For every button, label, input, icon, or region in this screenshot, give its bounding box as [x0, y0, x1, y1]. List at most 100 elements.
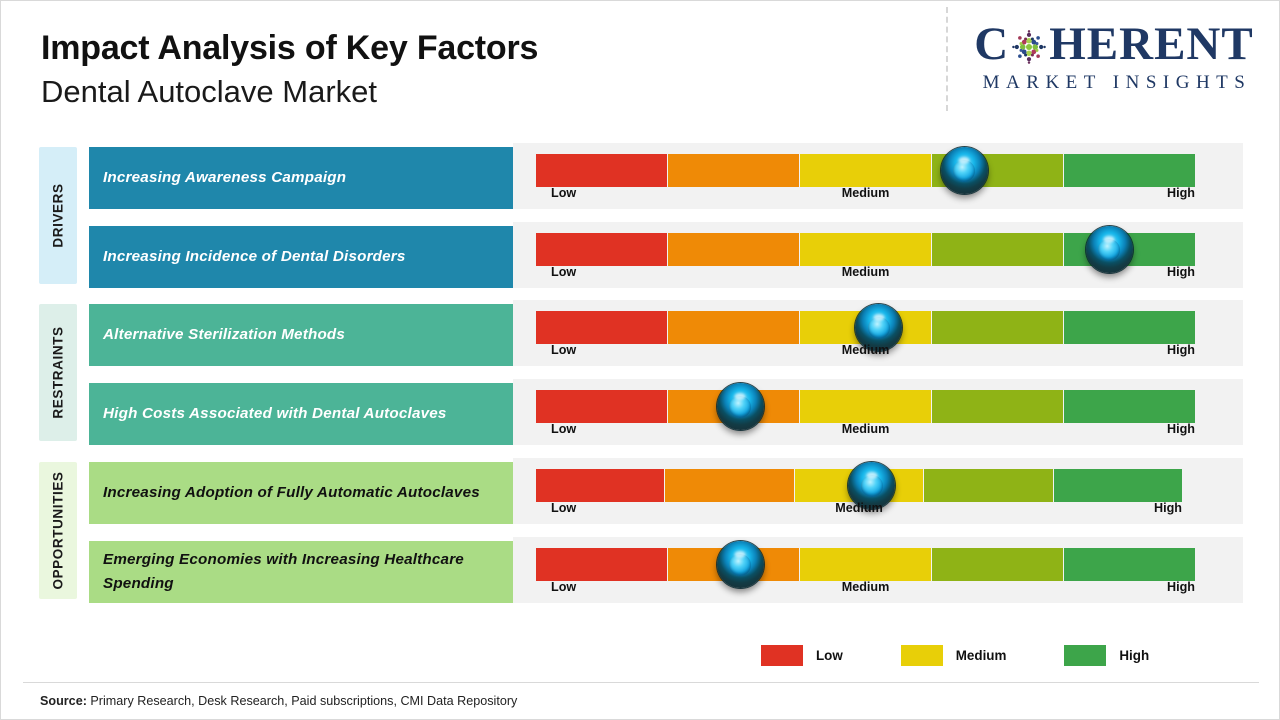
gauge-segment-2: [665, 469, 795, 502]
gauge-tick-labels: Low Medium High: [536, 580, 1195, 596]
impact-gauge: Low Medium High: [513, 458, 1243, 524]
logo-wordmark: C: [964, 21, 1264, 68]
impact-marker[interactable]: [855, 304, 903, 351]
gauge-segment-5: [1053, 469, 1183, 502]
factor-box[interactable]: Increasing Awareness Campaign: [89, 147, 541, 209]
impact-marker[interactable]: [848, 462, 896, 509]
source-note: Source: Primary Research, Desk Research,…: [40, 694, 517, 708]
legend-swatch-medium: [900, 645, 943, 666]
factor-row: Emerging Economies with Increasing Healt…: [39, 537, 1243, 603]
impact-gauge: Low Medium High: [513, 379, 1243, 445]
gauge-segment-1: [536, 390, 668, 423]
gauge-scale: [536, 311, 1195, 344]
gauge-segment-4: [924, 469, 1054, 502]
globe-icon: [1010, 28, 1048, 66]
factor-label: Emerging Economies with Increasing Healt…: [103, 551, 464, 592]
gauge-segment-4: [932, 233, 1064, 266]
gauge-tick-labels: Low Medium High: [536, 422, 1195, 438]
gauge-label-high: High: [1167, 422, 1195, 436]
impact-marker[interactable]: [1085, 226, 1133, 273]
gauge-label-low: Low: [551, 186, 577, 200]
gauge-label-low: Low: [551, 265, 577, 279]
impact-marker[interactable]: [716, 541, 764, 588]
factor-box[interactable]: High Costs Associated with Dental Autocl…: [89, 383, 541, 445]
logo-tagline: MARKET INSIGHTS: [982, 72, 1252, 93]
gauge-segment-3: [800, 233, 932, 266]
gauge-label-med: Medium: [841, 580, 890, 594]
gauge-segment-4: [932, 548, 1064, 581]
gauge-segment-4: [932, 311, 1064, 344]
factor-label: High Costs Associated with Dental Autocl…: [103, 405, 447, 423]
gauge-tick-labels: Low Medium High: [536, 501, 1182, 517]
company-logo: C: [964, 21, 1264, 94]
gauge-scale: [536, 154, 1195, 187]
gauge-label-high: High: [1154, 501, 1182, 515]
source-label: Source:: [40, 694, 87, 708]
gauge-label-low: Low: [551, 580, 577, 594]
category-band-drivers: DRIVERS: [39, 147, 77, 284]
legend-label: Low: [816, 648, 843, 663]
gauge-scale: [536, 390, 1195, 423]
gauge-label-med: Medium: [841, 186, 890, 200]
factor-label: Alternative Sterilization Methods: [103, 326, 346, 344]
gauge-label-med: Medium: [841, 265, 890, 279]
category-band-opportunities: OPPORTUNITIES: [39, 462, 77, 599]
gauge-segment-3: [800, 548, 932, 581]
footer-divider: [23, 682, 1259, 683]
factor-label: Increasing Adoption of Fully Automatic A…: [103, 484, 480, 502]
gauge-label-med: Medium: [841, 343, 890, 357]
gauge-scale: [536, 469, 1183, 502]
legend-item: Medium: [900, 645, 1007, 666]
gauge-segment-5: [1064, 311, 1195, 344]
gauge-label-high: High: [1167, 186, 1195, 200]
factor-label: Increasing Awareness Campaign: [103, 169, 347, 187]
gauge-segment-1: [536, 548, 668, 581]
factor-row: Increasing Awareness Campaign Low Medium Hi…: [39, 143, 1243, 209]
gauge-segment-5: [1064, 390, 1195, 423]
impact-gauge: Low Medium High: [513, 300, 1243, 366]
gauge-tick-labels: Low Medium High: [536, 343, 1195, 359]
legend-item: Low: [761, 645, 843, 666]
gauge-segment-1: [536, 154, 668, 187]
factor-row: Increasing Incidence of Dental Disorders…: [39, 222, 1243, 288]
factor-box[interactable]: Emerging Economies with Increasing Healt…: [89, 541, 541, 603]
legend-swatch-low: [761, 645, 803, 666]
factor-label: Increasing Incidence of Dental Disorders: [103, 248, 406, 266]
impact-gauge: Low Medium High: [513, 143, 1243, 209]
gauge-label-med: Medium: [841, 422, 890, 436]
impact-gauge: Low Medium High: [513, 222, 1243, 288]
source-text: Primary Research, Desk Research, Paid su…: [86, 694, 518, 708]
impact-gauge: Low Medium High: [513, 537, 1243, 603]
factor-row: High Costs Associated with Dental Autocl…: [39, 379, 1243, 445]
factor-row: Increasing Adoption of Fully Automatic A…: [39, 458, 1243, 524]
gauge-label-low: Low: [551, 422, 577, 436]
gauge-scale: [536, 548, 1195, 581]
gauge-label-med: Medium: [835, 501, 883, 515]
factor-box[interactable]: Increasing Adoption of Fully Automatic A…: [89, 462, 541, 524]
impact-marker[interactable]: [716, 383, 764, 430]
gauge-segment-1: [536, 311, 668, 344]
gauge-segment-2: [668, 154, 800, 187]
header-divider: [946, 7, 948, 111]
gauge-tick-labels: Low Medium High: [536, 265, 1195, 281]
factor-row: Alternative Sterilization Methods Low Medi…: [39, 300, 1243, 366]
factor-box[interactable]: Increasing Incidence of Dental Disorders: [89, 226, 541, 288]
gauge-tick-labels: Low Medium High: [536, 186, 1195, 202]
impact-marker[interactable]: [940, 147, 988, 194]
legend-label: Medium: [955, 648, 1007, 663]
logo-letters-herent: HERENT: [1049, 18, 1254, 70]
gauge-label-low: Low: [551, 501, 577, 515]
legend-item: High: [1064, 645, 1149, 666]
gauge-segment-5: [1064, 154, 1195, 187]
gauge-segment-2: [668, 311, 800, 344]
gauge-segment-2: [668, 233, 800, 266]
factor-box[interactable]: Alternative Sterilization Methods: [89, 304, 541, 366]
gauge-segment-1: [536, 469, 666, 502]
gauge-segment-3: [800, 154, 932, 187]
page-header: Impact Analysis of Key Factors Dental Au…: [41, 29, 921, 110]
gauge-label-high: High: [1167, 580, 1195, 594]
gauge-segment-4: [932, 390, 1064, 423]
gauge-label-high: High: [1167, 265, 1195, 279]
gauge-label-low: Low: [551, 343, 577, 357]
